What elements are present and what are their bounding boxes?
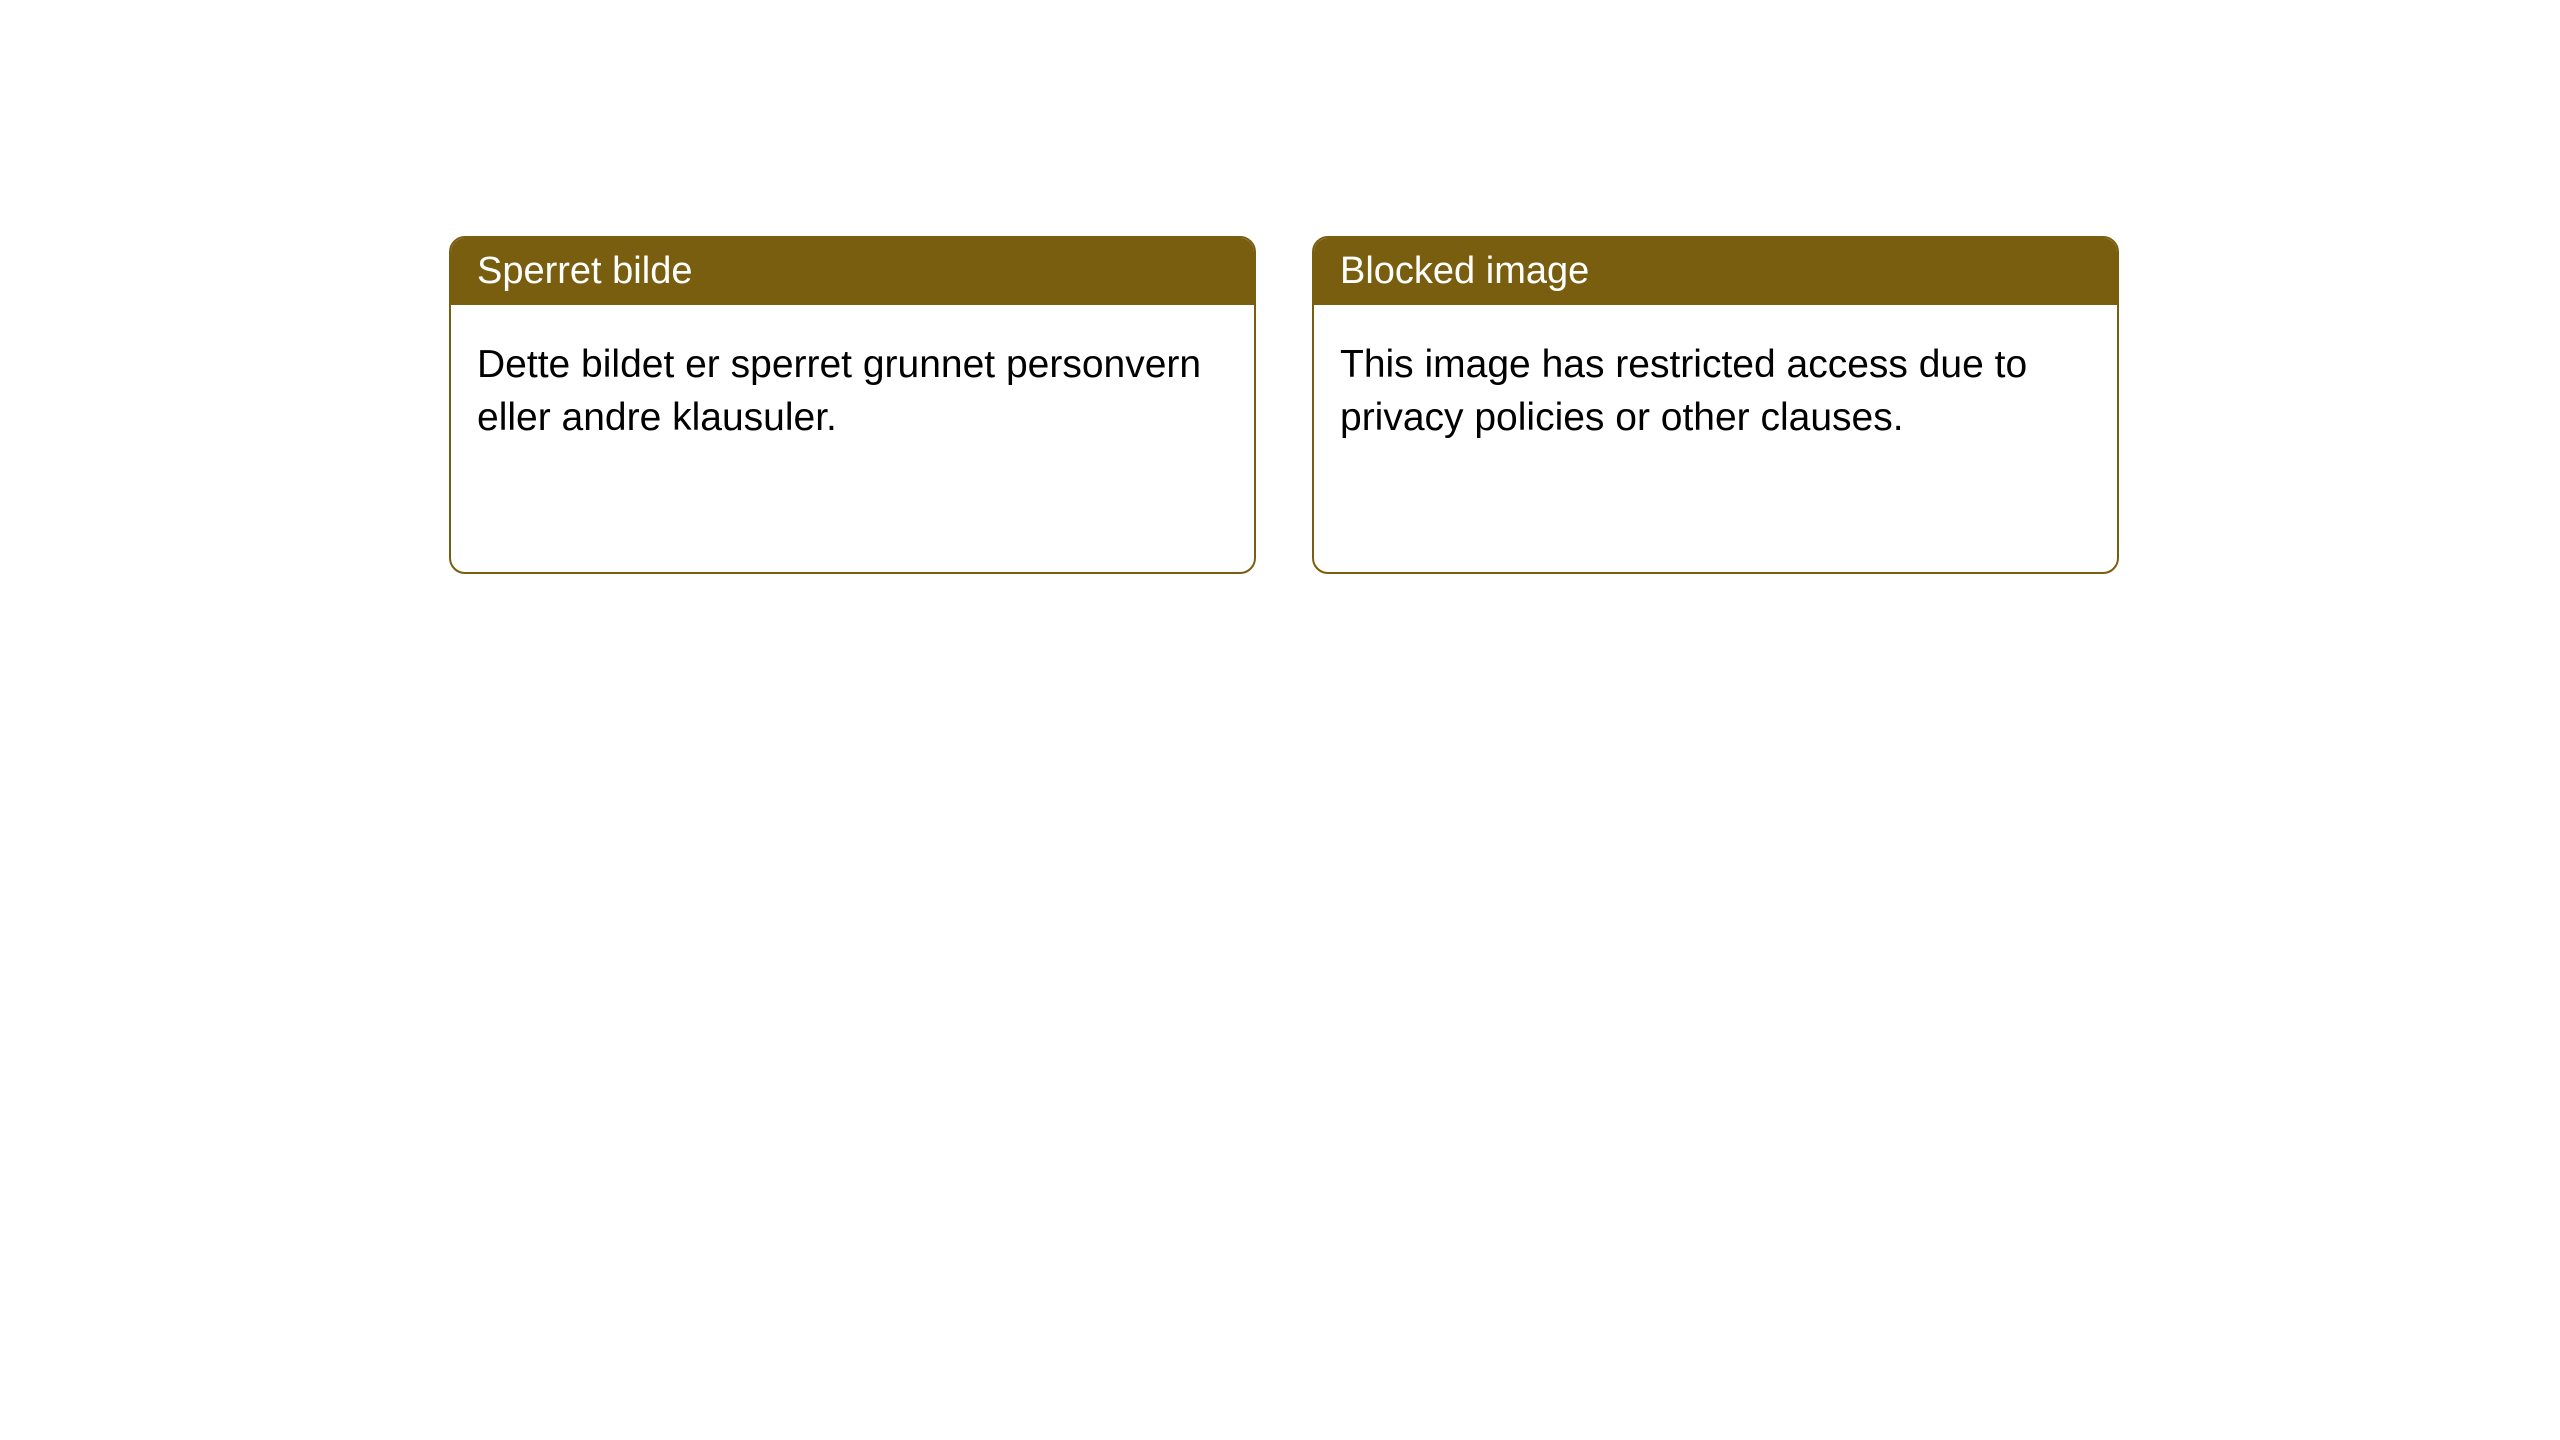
notice-container: Sperret bilde Dette bildet er sperret gr… — [449, 236, 2119, 574]
notice-box-norwegian: Sperret bilde Dette bildet er sperret gr… — [449, 236, 1256, 574]
notice-header: Blocked image — [1314, 238, 2117, 305]
notice-header: Sperret bilde — [451, 238, 1254, 305]
notice-box-english: Blocked image This image has restricted … — [1312, 236, 2119, 574]
notice-body: This image has restricted access due to … — [1314, 305, 2117, 478]
notice-body: Dette bildet er sperret grunnet personve… — [451, 305, 1254, 478]
